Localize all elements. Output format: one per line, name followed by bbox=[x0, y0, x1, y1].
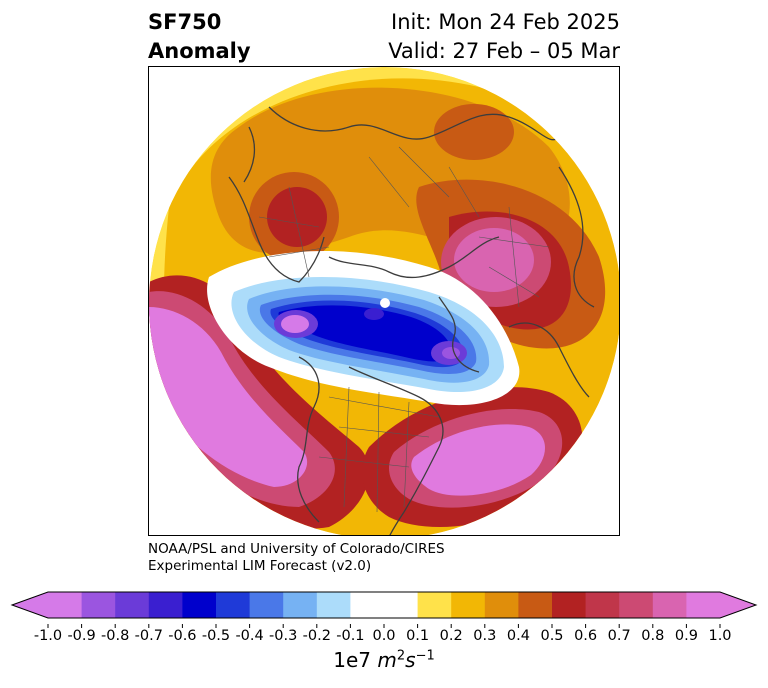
colorbar-under-arrow bbox=[12, 592, 48, 618]
colorbar-segment bbox=[115, 592, 150, 618]
colorbar-segment bbox=[81, 592, 116, 618]
forecast-dates: Init: Mon 24 Feb 2025 Valid: 27 Feb – 05… bbox=[388, 8, 620, 66]
init-date: Init: Mon 24 Feb 2025 bbox=[391, 10, 620, 34]
map-title: SF750 Anomaly bbox=[148, 8, 251, 66]
colorbar-segment bbox=[585, 592, 620, 618]
colorbar-tick-label: 0.0 bbox=[372, 628, 396, 644]
colorbar-segment bbox=[283, 592, 318, 618]
field-indigo-center bbox=[364, 308, 384, 320]
colorbar-outline bbox=[10, 591, 758, 619]
colorbar-segment bbox=[619, 592, 654, 618]
colorbar-segment bbox=[417, 592, 452, 618]
colorbar-segment bbox=[451, 592, 486, 618]
colorbar-tick-label: 0.5 bbox=[540, 628, 564, 644]
colorbar-segment bbox=[552, 592, 587, 618]
colorbar-tick-label: 0.1 bbox=[406, 628, 430, 644]
colorbar-tick-label: 0.9 bbox=[674, 628, 698, 644]
polar-stereographic-map bbox=[149, 67, 619, 535]
colorbar-segment bbox=[316, 592, 351, 618]
map-panel bbox=[148, 66, 620, 536]
colorbar-tick-label: 0.3 bbox=[473, 628, 497, 644]
colorbar-tick-label: -0.1 bbox=[336, 628, 365, 644]
credits-product: Experimental LIM Forecast (v2.0) bbox=[148, 558, 372, 574]
colorbar-tick-marks bbox=[47, 624, 721, 628]
colorbar-tick-label: 1.0 bbox=[708, 628, 732, 644]
colorbar-segment bbox=[48, 592, 83, 618]
colorbar-segment bbox=[686, 592, 721, 618]
field-deep-blue bbox=[278, 305, 452, 362]
colorbar-tick-label: -0.9 bbox=[67, 628, 96, 644]
colorbar-unit-label: 1e7 m2s−1 bbox=[333, 648, 435, 672]
valid-date-range: Valid: 27 Feb – 05 Mar bbox=[388, 39, 620, 63]
colorbar-tick-label: 0.6 bbox=[574, 628, 598, 644]
colorbar-tick-label: -0.5 bbox=[201, 628, 231, 644]
colorbar-tick-label: 0.8 bbox=[641, 628, 665, 644]
field-pink-southeast bbox=[411, 424, 545, 496]
anomaly-field bbox=[149, 67, 619, 535]
colorbar-tick-label: 0.7 bbox=[607, 628, 631, 644]
north-pole-marker bbox=[380, 298, 390, 308]
coastlines bbox=[228, 106, 595, 535]
colorbar-tick-label: -0.4 bbox=[235, 628, 264, 644]
colorbar-tick-label: -0.3 bbox=[269, 628, 298, 644]
colorbar-segment bbox=[652, 592, 687, 618]
colorbar-segment bbox=[216, 592, 251, 618]
title-variable: SF750 bbox=[148, 10, 222, 34]
colorbar bbox=[10, 591, 758, 619]
field-rust-north bbox=[434, 104, 514, 160]
colorbar-over-arrow bbox=[720, 592, 756, 618]
colorbar-segment bbox=[384, 592, 419, 618]
colorbar-segment bbox=[249, 592, 284, 618]
colorbar-tick-label: -0.7 bbox=[134, 628, 163, 644]
colorbar-segment bbox=[484, 592, 519, 618]
colorbar-segment bbox=[182, 592, 217, 618]
field-pink-east bbox=[454, 228, 534, 292]
political-borders bbox=[258, 146, 550, 513]
colorbar-segment bbox=[148, 592, 183, 618]
colorbar-tick-label: 0.4 bbox=[506, 628, 530, 644]
colorbar-tick-label: -1.0 bbox=[33, 628, 63, 644]
colorbar-tick-label: -0.6 bbox=[168, 628, 197, 644]
colorbar-tick-label: -0.8 bbox=[101, 628, 130, 644]
colorbar-segment bbox=[518, 592, 553, 618]
field-pink-west-band bbox=[149, 307, 308, 487]
credits-organization: NOAA/PSL and University of Colorado/CIRE… bbox=[148, 541, 445, 557]
field-lilac-west bbox=[281, 315, 309, 333]
credits: NOAA/PSL and University of Colorado/CIRE… bbox=[148, 541, 445, 575]
colorbar-segment bbox=[350, 592, 385, 618]
field-purple-east bbox=[442, 347, 460, 359]
field-red-west bbox=[267, 187, 327, 247]
colorbar-tick-label: -0.2 bbox=[302, 628, 331, 644]
colorbar-tick-label: 0.2 bbox=[439, 628, 463, 644]
title-field-type: Anomaly bbox=[148, 39, 251, 63]
